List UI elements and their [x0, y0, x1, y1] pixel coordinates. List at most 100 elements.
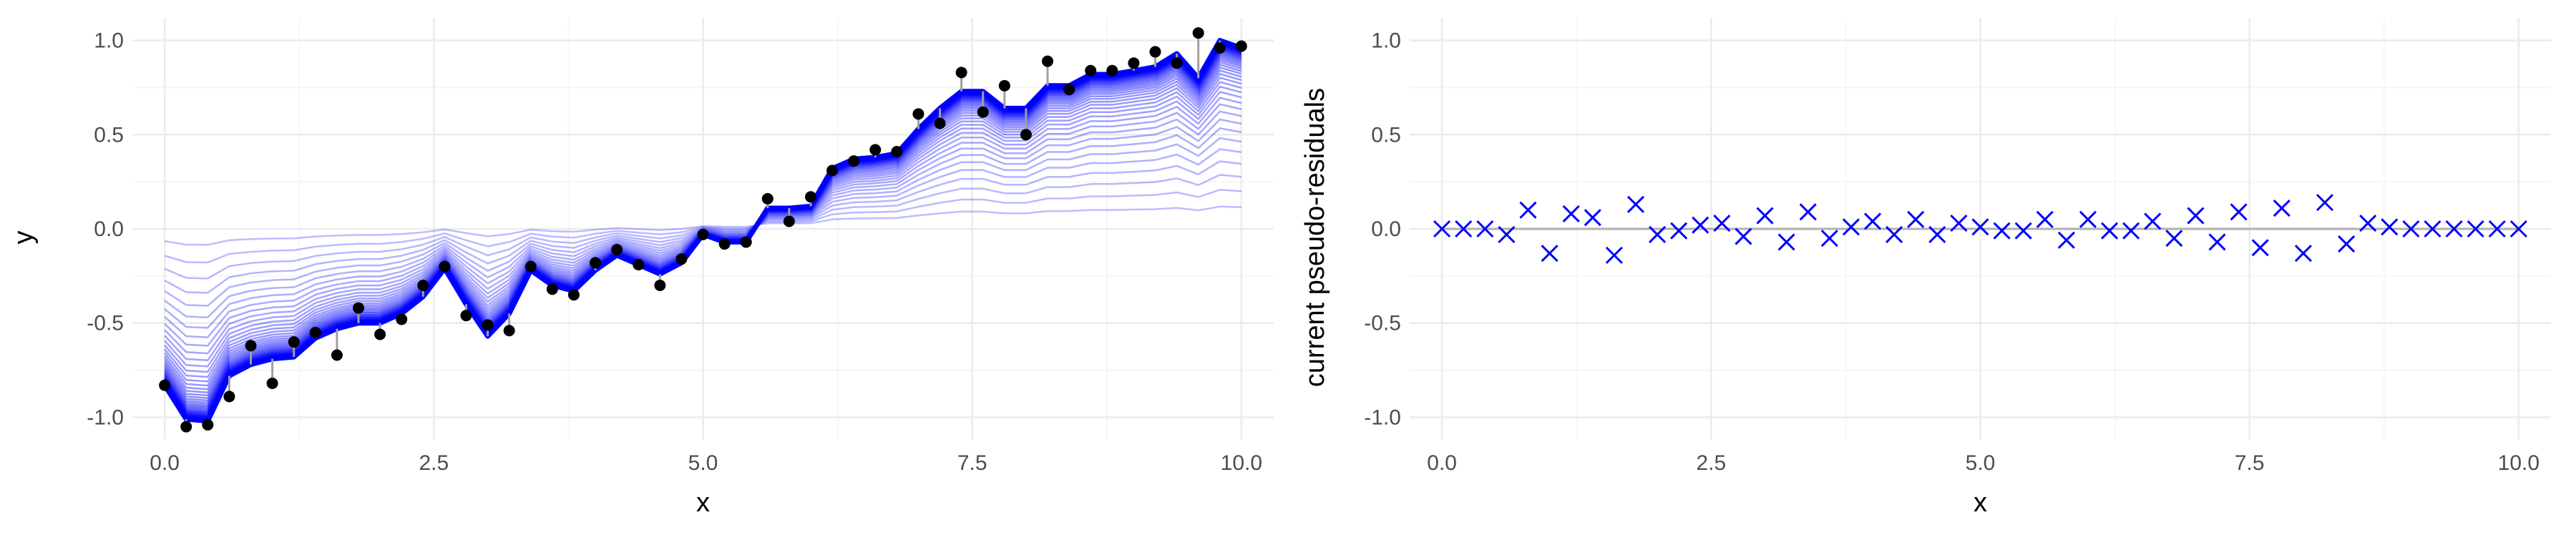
observed-point: [804, 191, 816, 203]
pseudo-residual-marker: [1713, 215, 1731, 232]
pseudo-residual-marker: [2144, 212, 2162, 230]
observed-point: [998, 79, 1010, 92]
pseudo-residual-marker: [2359, 215, 2377, 232]
observed-point: [1235, 40, 1247, 52]
pseudo-residual-marker: [2187, 207, 2205, 225]
observed-point: [761, 192, 774, 205]
pseudo-residual-marker: [2165, 230, 2183, 247]
pseudo-residual-marker: [1670, 222, 1688, 240]
pseudo-residual-marker: [1799, 203, 1817, 221]
left-panel-x-axis-title: x: [696, 488, 710, 518]
observed-point: [1128, 57, 1140, 69]
iteration-fit-line: [164, 205, 1241, 246]
pseudo-residual-marker: [2079, 210, 2097, 228]
observed-point: [245, 340, 257, 352]
observed-point: [826, 165, 839, 177]
pseudo-residual-marker: [2294, 245, 2312, 262]
pseudo-residual-marker: [1541, 245, 1558, 262]
y-tick-label: 0.0: [94, 217, 124, 241]
x-tick-label: 0.0: [150, 451, 180, 475]
pseudo-residual-marker: [1842, 218, 1860, 236]
x-tick-label: 7.5: [2235, 451, 2265, 475]
pseudo-residual-marker: [1519, 201, 1537, 219]
observed-point: [374, 328, 386, 340]
pseudo-residual-marker: [2445, 220, 2463, 238]
pseudo-residual-marker: [1971, 218, 1989, 236]
observed-point: [546, 283, 558, 295]
right-panel-x-tick-labels: 0.0 2.5 5.0 7.5 10.0: [1427, 451, 2540, 475]
pseudo-residual-marker: [2402, 220, 2420, 238]
observed-point: [525, 260, 537, 273]
pseudo-residual-marker: [1605, 246, 1623, 264]
pseudo-residual-marker: [1735, 227, 1752, 245]
pseudo-residual-marker: [2316, 194, 2334, 212]
pseudo-residual-marker: [1692, 216, 1709, 234]
pseudo-residual-marker: [1498, 225, 1516, 243]
observed-point: [718, 238, 731, 250]
left-panel-x-tick-labels: 0.0 2.5 5.0 7.5 10.0: [150, 451, 1262, 475]
pseudo-residual-marker: [2467, 220, 2484, 238]
observed-point: [460, 310, 472, 322]
right-panel-y-tick-labels: -1.0 -0.5 0.0 0.5 1.0: [1364, 29, 1401, 430]
pseudo-residual-marker: [1863, 212, 1882, 230]
observed-point: [352, 302, 364, 314]
observed-point: [955, 67, 967, 79]
observed-point: [1042, 55, 1054, 67]
observed-point: [417, 280, 429, 292]
y-tick-label: 0.0: [1371, 217, 1401, 241]
x-tick-label: 0.0: [1427, 451, 1457, 475]
left-panel-grid: [132, 18, 1274, 440]
x-tick-label: 2.5: [1696, 451, 1726, 475]
observed-point: [977, 106, 989, 118]
pseudo-residual-marker: [2101, 222, 2119, 240]
observed-point: [223, 391, 235, 403]
y-tick-label: -1.0: [1364, 406, 1401, 429]
iteration-fit-line: [164, 174, 1242, 280]
observed-point: [740, 236, 752, 248]
pseudo-residual-marker: [1820, 230, 1838, 247]
observed-point: [654, 280, 666, 292]
observed-point: [503, 325, 515, 337]
observed-point: [891, 146, 903, 158]
observed-point: [590, 257, 602, 269]
observed-point: [1063, 84, 1075, 96]
pseudo-residual-marker: [2057, 231, 2075, 249]
y-tick-label: 1.0: [1371, 29, 1401, 53]
right-panel-pseudo-residuals-plot: 0.0 2.5 5.0 7.5 10.0 -1.0 -0.5 0.0 0.5 1.0 x cur…: [1300, 18, 2551, 518]
y-tick-label: 0.5: [94, 123, 124, 147]
x-tick-label: 10.0: [1221, 451, 1262, 475]
y-tick-label: -1.0: [87, 406, 124, 429]
pseudo-residual-marker: [2338, 235, 2356, 253]
observed-point: [848, 155, 860, 167]
iteration-fit-line: [164, 189, 1241, 264]
pseudo-residual-marker: [1907, 210, 1925, 228]
pseudo-residual-marker: [1928, 225, 1946, 243]
observed-point: [1020, 129, 1032, 141]
left-panel-observed-points: [159, 27, 1247, 433]
observed-point: [1214, 42, 1226, 54]
pseudo-residual-marker: [1777, 233, 1795, 251]
y-tick-label: -0.5: [87, 312, 124, 335]
observed-point: [180, 421, 192, 433]
right-panel-residual-markers: [1433, 194, 2527, 264]
pseudo-residual-marker: [2424, 220, 2441, 238]
observed-point: [633, 259, 645, 271]
y-tick-label: 1.0: [94, 29, 124, 53]
x-tick-label: 2.5: [419, 451, 449, 475]
left-panel-y-tick-labels: -1.0 -0.5 0.0 0.5 1.0: [87, 29, 124, 430]
y-tick-label: -0.5: [1364, 312, 1401, 335]
pseudo-residual-marker: [1993, 222, 2011, 240]
x-tick-label: 7.5: [957, 451, 987, 475]
observed-point: [869, 144, 882, 156]
observed-point: [309, 326, 321, 338]
pseudo-residual-marker: [2230, 203, 2248, 221]
pseudo-residual-marker: [2509, 220, 2527, 238]
observed-point: [331, 349, 343, 361]
observed-point: [697, 228, 709, 240]
pseudo-residual-marker: [2036, 210, 2054, 228]
pseudo-residual-marker: [1626, 195, 1645, 213]
pseudo-residual-marker: [2251, 239, 2269, 257]
x-tick-label: 10.0: [2498, 451, 2540, 475]
x-tick-label: 5.0: [1966, 451, 1996, 475]
